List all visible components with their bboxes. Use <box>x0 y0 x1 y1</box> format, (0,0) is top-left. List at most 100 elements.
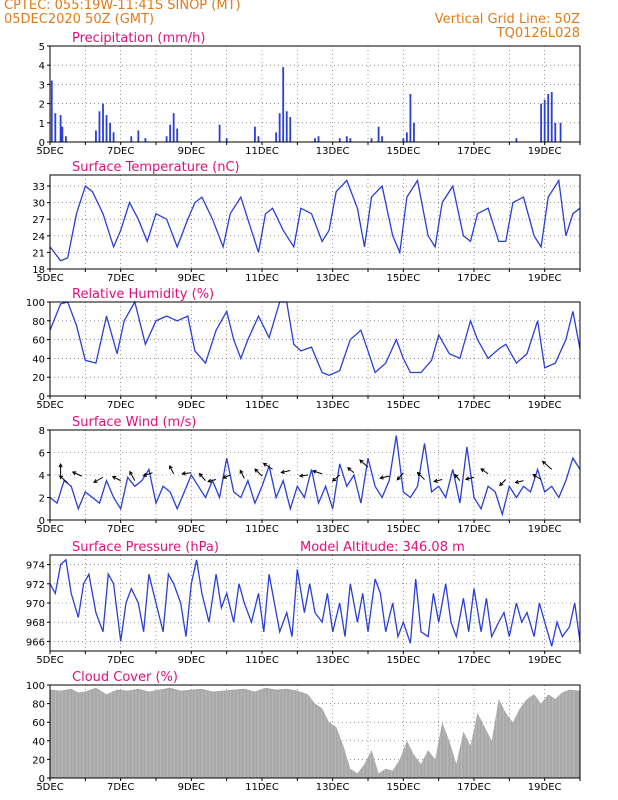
wind-arrowhead <box>499 481 504 487</box>
precip-bar <box>98 111 101 142</box>
panel-title: Surface Pressure (hPa) <box>72 540 219 555</box>
y-tick-label: 2 <box>39 100 45 111</box>
x-tick-label: 11DEC <box>245 400 279 411</box>
x-tick-label: 13DEC <box>316 146 350 157</box>
cloud-cover-area <box>50 687 580 778</box>
precip-bar <box>50 80 53 142</box>
y-tick-label: 40 <box>32 737 45 748</box>
precip-bar <box>285 111 288 142</box>
x-tick-label: 19DEC <box>528 146 562 157</box>
series-line <box>49 178 581 262</box>
header-line1: CPTEC: 055:19W-11:41S SINOP (MT) <box>4 0 241 13</box>
wind-arrowhead <box>71 471 77 476</box>
precip-bar <box>165 136 168 142</box>
x-tick-label: 7DEC <box>107 524 134 535</box>
wind-vector <box>299 474 308 477</box>
wind-arrowhead <box>280 469 285 474</box>
precip-bar <box>413 122 415 142</box>
precip-bar <box>137 130 140 142</box>
y-tick-label: 20 <box>32 755 45 766</box>
y-tick-label: 60 <box>32 718 45 729</box>
wind-arrowhead <box>347 467 352 472</box>
panel-frame <box>49 554 581 652</box>
precip-bar <box>65 136 67 142</box>
precip-bar <box>176 128 179 142</box>
y-tick-label: 100 <box>26 298 45 309</box>
wind-vector <box>207 479 217 482</box>
wind-arrowhead <box>532 473 537 478</box>
x-tick-label: 15DEC <box>386 782 420 793</box>
x-tick-label: 7DEC <box>107 146 134 157</box>
x-tick-label: 5DEC <box>36 524 63 535</box>
wind-vector <box>499 479 507 486</box>
x-tick-label: 13DEC <box>316 524 350 535</box>
wind-vector <box>169 465 175 475</box>
y-tick-label: 30 <box>32 199 45 210</box>
y-tick-label: 21 <box>32 248 45 259</box>
x-tick-label: 17DEC <box>457 782 491 793</box>
precip-bar <box>370 138 373 142</box>
x-tick-label: 19DEC <box>528 655 562 666</box>
x-tick-label: 13DEC <box>316 273 350 284</box>
precip-bar <box>95 130 97 142</box>
y-tick-label: 1 <box>39 119 45 130</box>
panel-title: Precipitation (mm/h) <box>72 31 205 46</box>
wind-vector <box>182 472 192 475</box>
y-tick-label: 968 <box>26 618 45 629</box>
x-tick-label: 15DEC <box>386 524 420 535</box>
precip-bar <box>254 126 256 142</box>
series-line <box>49 300 581 377</box>
panel-title: Surface Wind (m/s) <box>72 415 196 430</box>
wind-vector <box>434 479 443 482</box>
x-tick-label: 5DEC <box>36 273 63 284</box>
precip-bar <box>112 132 115 142</box>
x-tick-label: 5DEC <box>36 782 63 793</box>
wind-arrowhead <box>379 475 384 480</box>
panel-frame <box>49 174 581 270</box>
y-tick-label: 20 <box>32 373 45 384</box>
x-tick-label: 19DEC <box>528 782 562 793</box>
y-tick-label: 27 <box>32 215 45 226</box>
y-tick-label: 4 <box>39 471 45 482</box>
wind-arrowhead <box>58 475 64 480</box>
wind-arrowhead <box>222 474 227 479</box>
x-tick-label: 7DEC <box>107 655 134 666</box>
wind-arrowhead <box>58 463 63 468</box>
y-tick-label: 5 <box>39 42 45 53</box>
x-tick-label: 9DEC <box>178 524 205 535</box>
wind-vector <box>465 476 475 480</box>
x-tick-label: 19DEC <box>528 273 562 284</box>
x-tick-label: 17DEC <box>457 146 491 157</box>
wind-arrowhead <box>541 460 547 465</box>
y-tick-label: 970 <box>26 599 45 610</box>
y-tick-label: 100 <box>26 681 45 692</box>
wind-arrowhead <box>93 479 98 483</box>
wind-arrowhead <box>207 478 212 483</box>
precip-bar <box>282 67 285 142</box>
y-tick-label: 0 <box>39 774 45 785</box>
precip-bar <box>405 132 408 142</box>
wind-vector <box>542 461 553 470</box>
y-tick-label: 18 <box>32 265 45 276</box>
wind-vector <box>454 474 461 481</box>
wind-vector <box>72 471 83 477</box>
wind-arrowhead <box>331 477 337 482</box>
header-line2: 05DEC2020 50Z (GMT) <box>4 12 155 27</box>
wind-arrowhead <box>254 468 259 473</box>
wind-vector <box>532 474 542 480</box>
wind-arrowhead <box>298 473 304 478</box>
wind-arrowhead <box>514 479 520 484</box>
precip-bar <box>61 126 64 142</box>
wind-vector <box>480 468 489 475</box>
y-tick-label: 4 <box>39 61 45 72</box>
precip-bar <box>338 138 341 142</box>
wind-vector <box>332 474 341 482</box>
precip-bar <box>540 103 543 142</box>
wind-vector <box>359 459 369 468</box>
precip-bar <box>349 138 352 142</box>
precip-bar <box>218 124 221 142</box>
x-tick-label: 13DEC <box>316 782 350 793</box>
y-tick-label: 8 <box>39 426 45 437</box>
precip-bar <box>547 94 550 142</box>
wind-arrowhead <box>312 469 317 474</box>
